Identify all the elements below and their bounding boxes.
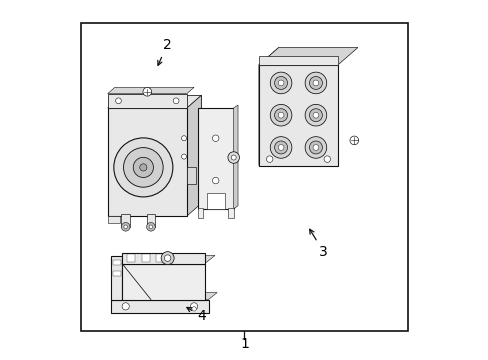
Circle shape: [278, 112, 284, 118]
Circle shape: [190, 303, 197, 310]
Circle shape: [164, 255, 170, 261]
Bar: [113, 260, 121, 265]
Bar: [111, 256, 122, 300]
Circle shape: [133, 157, 153, 177]
Bar: [227, 208, 233, 218]
Circle shape: [270, 137, 291, 158]
Bar: [121, 214, 130, 227]
Circle shape: [122, 303, 129, 310]
Circle shape: [309, 109, 322, 122]
Circle shape: [278, 145, 284, 150]
Circle shape: [305, 104, 326, 126]
Polygon shape: [233, 105, 238, 209]
Text: 2: 2: [158, 38, 171, 65]
Polygon shape: [107, 95, 201, 108]
Circle shape: [312, 145, 318, 150]
Bar: [107, 108, 186, 216]
Polygon shape: [258, 48, 357, 65]
Circle shape: [278, 80, 284, 86]
Polygon shape: [107, 216, 120, 223]
Text: 3: 3: [309, 229, 327, 259]
Polygon shape: [186, 95, 201, 216]
Bar: [111, 300, 208, 313]
Circle shape: [161, 252, 174, 265]
Bar: [113, 271, 121, 276]
Circle shape: [349, 136, 358, 145]
Bar: [81, 23, 407, 331]
Bar: [107, 94, 186, 108]
Circle shape: [192, 307, 196, 311]
Circle shape: [149, 225, 152, 229]
Circle shape: [309, 76, 322, 89]
Circle shape: [123, 148, 163, 187]
Circle shape: [324, 156, 330, 162]
Circle shape: [274, 76, 287, 89]
Circle shape: [274, 109, 287, 122]
Circle shape: [181, 136, 186, 141]
Bar: [127, 254, 135, 262]
Circle shape: [312, 112, 318, 118]
Circle shape: [146, 222, 155, 231]
Circle shape: [173, 98, 179, 104]
Bar: [258, 65, 337, 166]
Bar: [258, 56, 337, 65]
Bar: [146, 214, 155, 227]
Circle shape: [123, 225, 127, 229]
Circle shape: [227, 152, 239, 163]
Bar: [156, 254, 164, 262]
Polygon shape: [258, 48, 278, 166]
Circle shape: [140, 164, 146, 171]
Polygon shape: [111, 293, 217, 300]
Circle shape: [312, 80, 318, 86]
Bar: [186, 167, 195, 184]
Circle shape: [114, 138, 172, 197]
Circle shape: [142, 87, 151, 96]
Circle shape: [266, 156, 272, 162]
Text: 1: 1: [240, 337, 248, 351]
Circle shape: [181, 154, 186, 159]
Circle shape: [305, 72, 326, 94]
Bar: [206, 193, 224, 209]
Bar: [197, 208, 203, 218]
Text: 4: 4: [186, 307, 205, 323]
Circle shape: [212, 135, 219, 141]
Bar: [122, 253, 204, 264]
Circle shape: [270, 104, 291, 126]
Bar: [197, 108, 233, 209]
Bar: [142, 254, 149, 262]
Polygon shape: [107, 87, 194, 94]
Bar: [122, 95, 201, 203]
Circle shape: [121, 222, 130, 231]
Circle shape: [231, 155, 236, 160]
Circle shape: [212, 177, 219, 184]
Bar: [122, 264, 204, 300]
Circle shape: [305, 137, 326, 158]
Polygon shape: [122, 256, 215, 264]
Circle shape: [274, 141, 287, 154]
Circle shape: [115, 98, 121, 104]
Circle shape: [270, 72, 291, 94]
Circle shape: [309, 141, 322, 154]
